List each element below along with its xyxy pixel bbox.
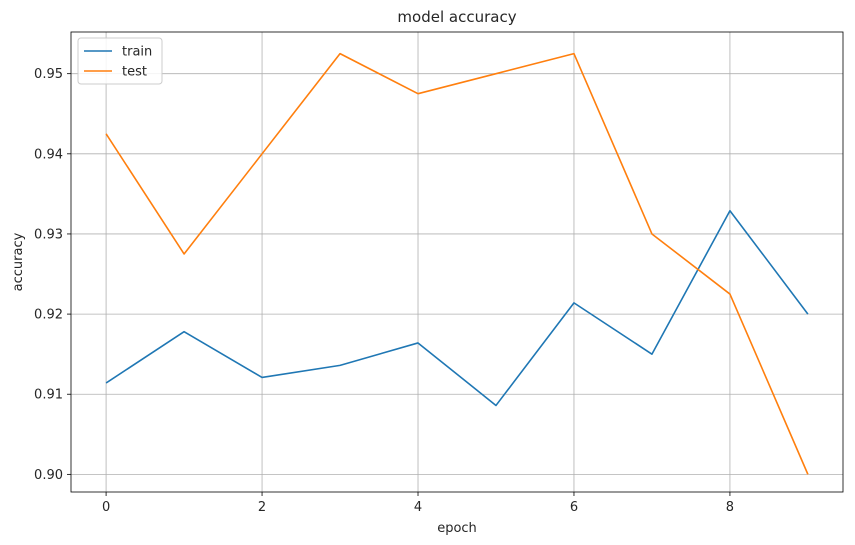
legend-label-train: train	[122, 45, 152, 60]
plot-frame	[70, 31, 844, 493]
x-tick-label: 4	[414, 500, 422, 515]
series-lines	[105, 52, 809, 475]
series-line-test	[105, 52, 809, 475]
series-line-train	[105, 209, 809, 407]
y-axis-label: accuracy	[11, 232, 26, 291]
y-tick-label: 0.92	[34, 308, 63, 323]
y-tick-label: 0.90	[34, 468, 63, 483]
x-tick-label: 2	[258, 500, 266, 515]
legend-box	[77, 37, 163, 85]
x-tick-label: 6	[570, 500, 578, 515]
y-tick-label: 0.91	[34, 388, 63, 403]
x-axis-ticks: 0 2 4 6 8	[102, 492, 734, 515]
legend-label-test: test	[122, 65, 147, 80]
legend: train test	[77, 37, 163, 85]
chart-title: model accuracy	[397, 8, 516, 26]
y-tick-label: 0.95	[34, 67, 63, 82]
x-tick-label: 8	[726, 500, 734, 515]
y-axis-ticks: 0.90 0.91 0.92 0.93 0.94 0.95	[34, 67, 71, 483]
x-tick-label: 0	[102, 500, 110, 515]
y-tick-label: 0.93	[34, 227, 63, 242]
x-axis-label: epoch	[437, 521, 477, 536]
y-tick-label: 0.94	[34, 147, 63, 162]
